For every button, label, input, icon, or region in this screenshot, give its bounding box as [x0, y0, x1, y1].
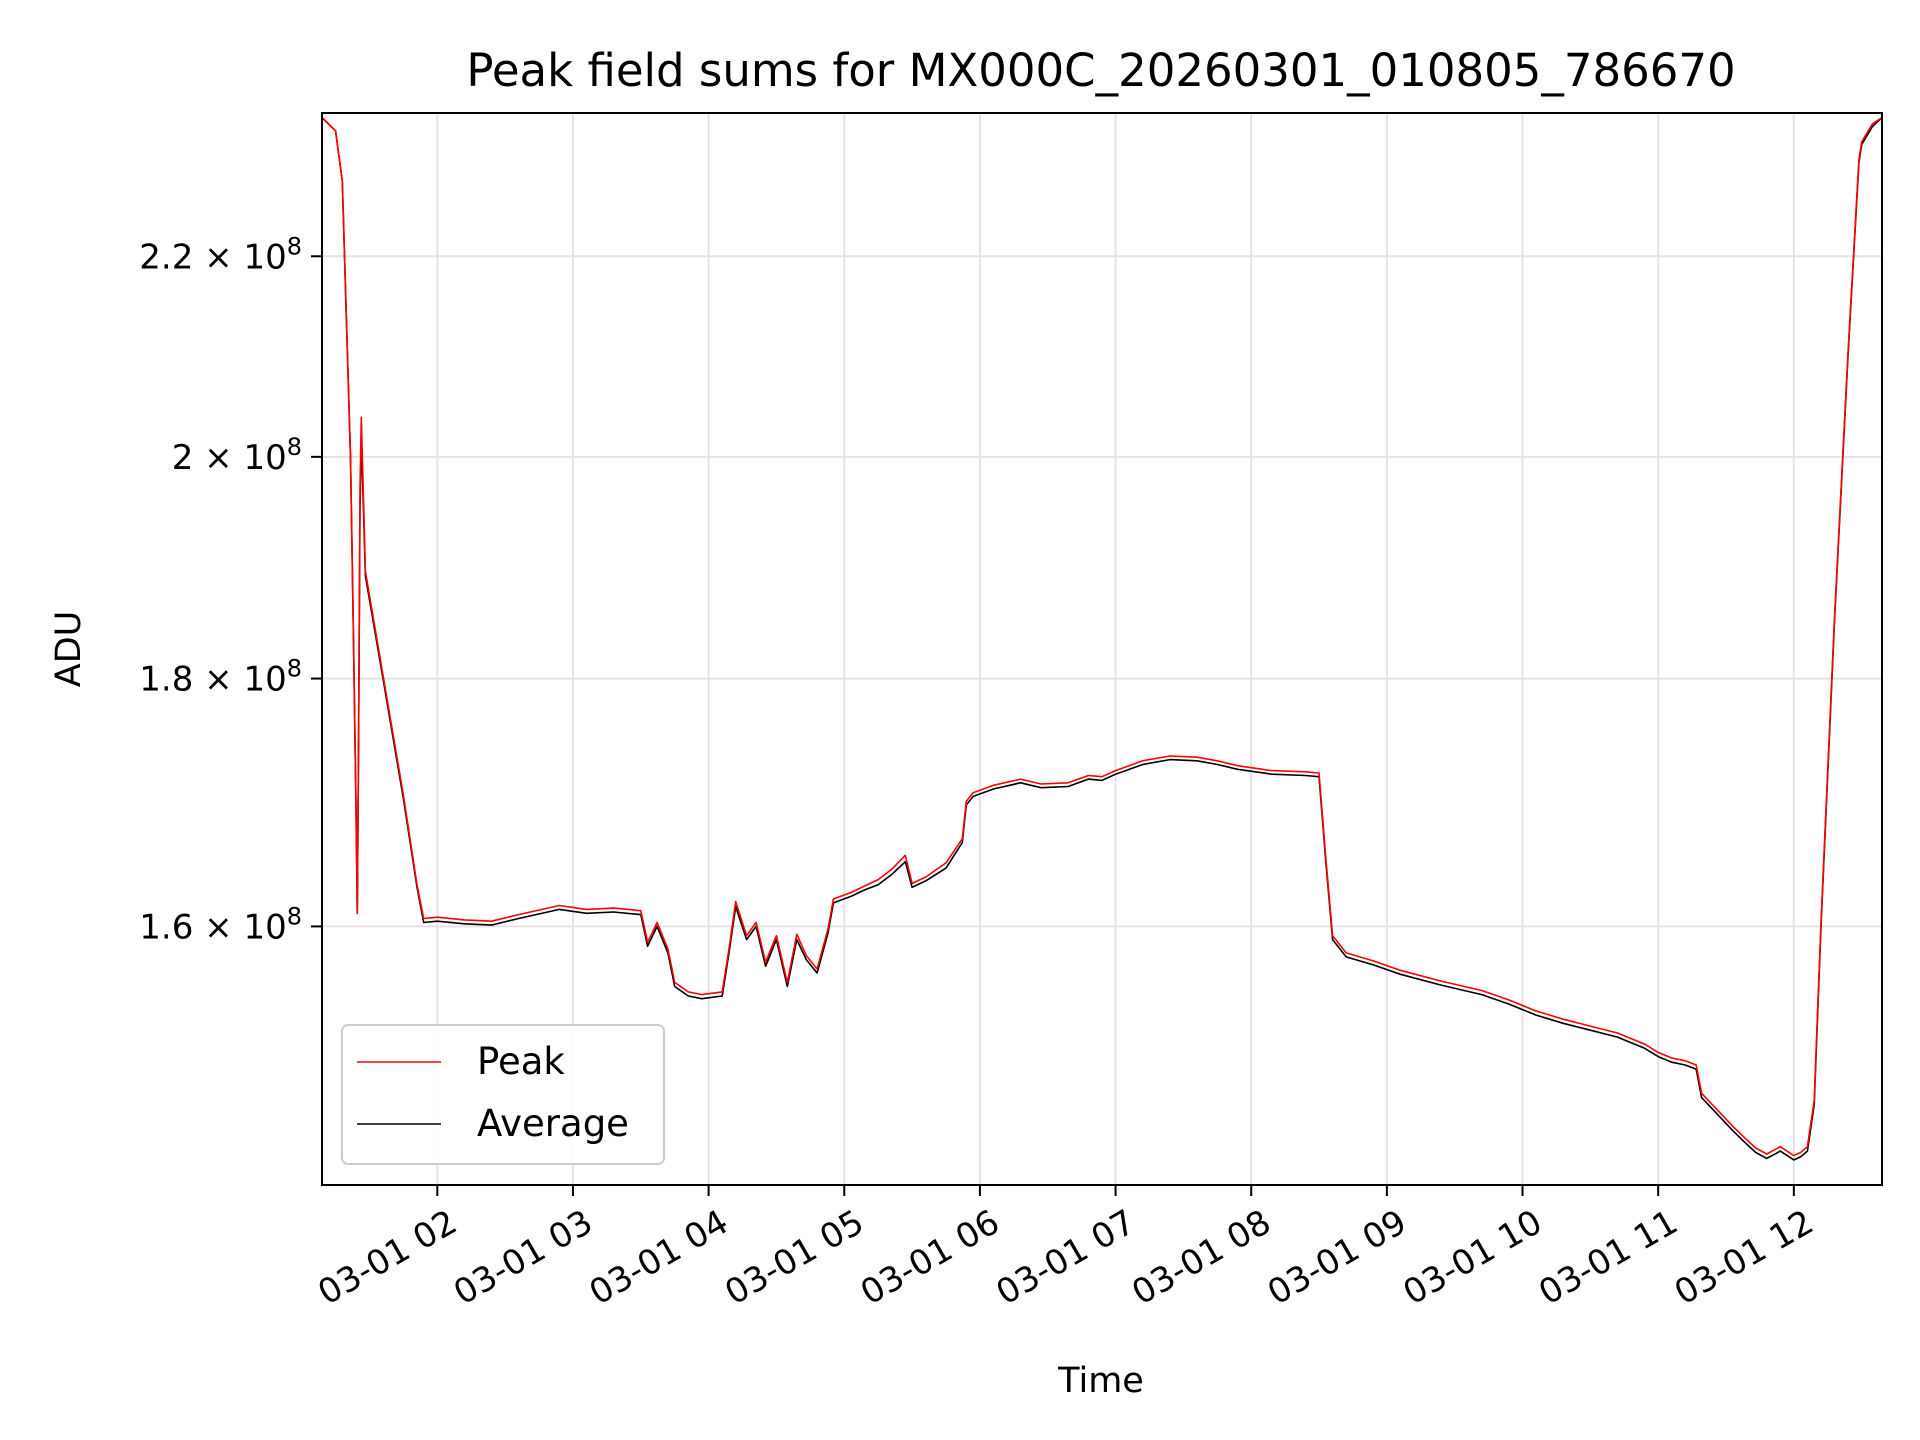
y-tick-label: 1.8 × 108: [139, 655, 302, 700]
x-tick-label: 03-01 04: [583, 1202, 735, 1313]
y-tick-label: 1.6 × 108: [139, 902, 302, 947]
x-tick-label: 03-01 03: [447, 1202, 599, 1313]
y-axis-label: ADU: [49, 611, 89, 688]
plot-frame: [321, 112, 1883, 1186]
y-tick-label: 2 × 108: [172, 433, 302, 478]
legend-average-label: Average: [477, 1102, 629, 1145]
plot-lines: [321, 116, 1883, 1161]
x-tick-label: 03-01 10: [1397, 1202, 1549, 1313]
x-tick-label: 03-01 11: [1532, 1202, 1684, 1313]
x-tick-label: 03-01 08: [1125, 1202, 1277, 1313]
y-tick-label: 2.2 × 108: [139, 232, 302, 277]
legend: Peak Average: [341, 1024, 665, 1165]
legend-box: [341, 1024, 665, 1165]
x-tick-label: 03-01 02: [311, 1202, 463, 1313]
series-line-average: [321, 116, 1883, 1161]
x-tick-label: 03-01 07: [990, 1202, 1142, 1313]
chart-title: Peak field sums for MX000C_20260301_0108…: [466, 44, 1735, 97]
x-tick-label: 03-01 05: [718, 1202, 870, 1313]
y-axis: 1.6 × 108 1.8 × 108 2 × 108 2.2 × 108: [139, 232, 322, 947]
x-tick-label: 03-01 12: [1668, 1202, 1820, 1313]
series-line-peak: [321, 116, 1883, 1157]
x-tick-label: 03-01 06: [854, 1202, 1006, 1313]
x-axis-label: Time: [1057, 1361, 1144, 1401]
x-tick-label: 03-01 09: [1261, 1202, 1413, 1313]
legend-peak-label: Peak: [477, 1040, 565, 1083]
